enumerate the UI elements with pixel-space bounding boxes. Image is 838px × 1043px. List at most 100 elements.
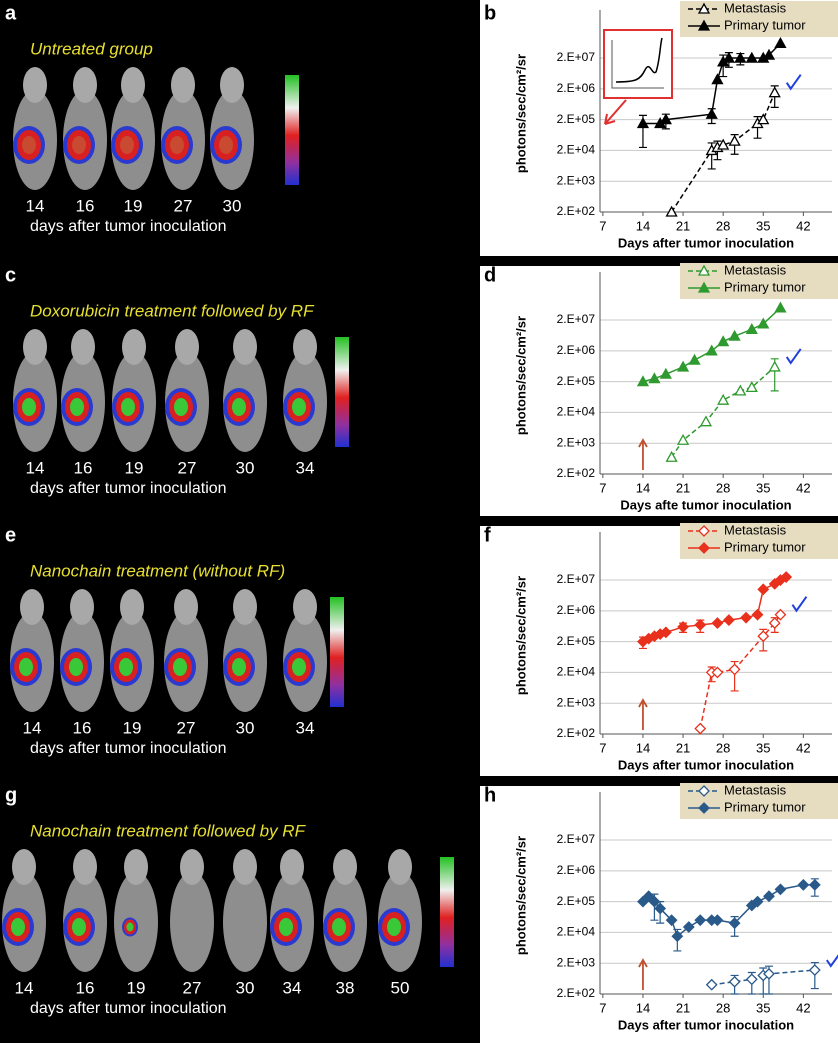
y-tick-label: 2.E+05 xyxy=(557,112,596,126)
mouse-head xyxy=(233,329,257,365)
signal-green xyxy=(173,658,187,676)
marker xyxy=(728,975,741,988)
day-label: 34 xyxy=(296,718,315,737)
marker xyxy=(745,322,758,334)
mouse-head xyxy=(220,67,244,103)
x-tick-label: 28 xyxy=(716,218,730,233)
marker xyxy=(665,205,678,217)
marker xyxy=(740,611,752,624)
marker xyxy=(648,895,661,908)
y-tick-label: 2.E+04 xyxy=(557,665,596,679)
marker xyxy=(745,381,758,393)
marker xyxy=(717,393,730,405)
check-mark xyxy=(785,74,802,91)
legend-marker xyxy=(698,542,710,554)
y-tick-label: 2.E+02 xyxy=(557,986,596,1000)
mouse-image xyxy=(2,849,46,972)
inset-curve xyxy=(615,37,663,83)
mouse-head xyxy=(120,589,144,625)
day-label: 27 xyxy=(177,718,196,737)
signal-green xyxy=(387,918,401,936)
day-label: 34 xyxy=(283,978,302,997)
day-label: 14 xyxy=(23,718,42,737)
y-tick-label: 2.E+03 xyxy=(557,695,596,709)
mouse-image xyxy=(60,589,104,712)
mouse-head xyxy=(73,67,97,103)
y-tick-label: 2.E+05 xyxy=(557,894,596,908)
mouse-head xyxy=(174,589,198,625)
x-tick-label: 21 xyxy=(676,218,690,233)
signal-green xyxy=(120,136,134,154)
signal-green xyxy=(292,658,306,676)
series-line xyxy=(670,92,776,213)
x-tick-label: 7 xyxy=(599,1000,606,1015)
y-axis-label: photons/sec/cm²/sr xyxy=(513,54,528,173)
legend-label: Metastasis xyxy=(724,262,787,277)
marker xyxy=(774,883,787,896)
mouse-image xyxy=(110,589,154,712)
marker xyxy=(757,630,770,643)
legend-marker xyxy=(697,281,711,293)
signal-green xyxy=(232,658,246,676)
y-tick-label: 2.E+03 xyxy=(557,173,596,187)
x-tick-label: 7 xyxy=(599,740,606,755)
mouse-image xyxy=(223,329,267,452)
mouse-image xyxy=(61,329,105,452)
mouse-image xyxy=(63,849,107,972)
day-label: 30 xyxy=(236,718,255,737)
mouse-image xyxy=(111,67,155,190)
marker xyxy=(636,375,650,387)
mouse-head xyxy=(122,329,146,365)
separator xyxy=(480,516,838,526)
y-tick-label: 2.E+06 xyxy=(557,863,596,877)
day-label: 30 xyxy=(223,196,242,215)
marker xyxy=(636,117,650,129)
x-tick-label: 28 xyxy=(716,740,730,755)
marker xyxy=(757,113,770,125)
marker xyxy=(694,914,707,927)
day-label: 30 xyxy=(236,458,255,477)
day-label: 27 xyxy=(174,196,193,215)
signal-green xyxy=(72,918,86,936)
signal-green xyxy=(219,136,233,154)
legend-label: Primary tumor xyxy=(724,539,806,554)
marker xyxy=(768,86,781,98)
signal-green xyxy=(72,136,86,154)
marker xyxy=(751,895,764,908)
marker xyxy=(654,902,667,915)
marker xyxy=(763,967,775,980)
inset-arrow xyxy=(604,99,627,125)
legend-marker xyxy=(698,802,710,814)
day-label: 16 xyxy=(73,718,92,737)
day-label: 14 xyxy=(15,978,34,997)
caption: days after tumor inoculation xyxy=(30,1000,227,1017)
panel-letter: c xyxy=(5,264,16,286)
color-scale xyxy=(335,337,349,447)
marker xyxy=(774,301,787,313)
x-tick-label: 35 xyxy=(756,480,770,495)
x-tick-label: 14 xyxy=(636,480,650,495)
day-label: 27 xyxy=(183,978,202,997)
color-scale xyxy=(330,597,344,707)
y-axis-label: photons/sec/cm²/sr xyxy=(513,836,528,955)
mouse-image xyxy=(378,849,422,972)
caption: days after tumor inoculation xyxy=(30,740,227,757)
treatment-arrow xyxy=(638,438,648,470)
mouse-image xyxy=(283,589,327,712)
legend-label: Metastasis xyxy=(724,782,787,797)
marker xyxy=(665,450,678,462)
panel-title: Nanochain treatment followed by RF xyxy=(30,821,307,840)
marker xyxy=(671,930,684,943)
marker xyxy=(694,618,707,631)
marker xyxy=(676,433,690,445)
marker xyxy=(659,367,672,379)
mouse-head xyxy=(233,849,257,885)
marker xyxy=(745,973,758,986)
caption: days after tumor inoculation xyxy=(30,218,227,235)
marker xyxy=(757,317,770,329)
mouse-image xyxy=(114,849,158,972)
marker xyxy=(780,571,793,583)
x-tick-label: 28 xyxy=(716,480,730,495)
marker xyxy=(768,360,781,372)
